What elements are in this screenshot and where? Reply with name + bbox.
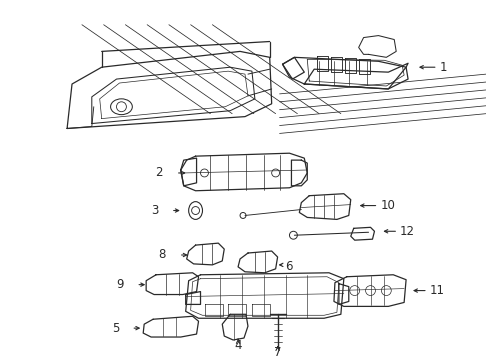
Text: 1: 1 — [439, 61, 447, 74]
Text: 6: 6 — [285, 260, 292, 273]
Text: 9: 9 — [116, 278, 123, 291]
Text: 10: 10 — [380, 199, 394, 212]
Text: 2: 2 — [155, 166, 163, 180]
Text: 11: 11 — [429, 284, 444, 297]
Text: 3: 3 — [151, 204, 159, 217]
Text: 5: 5 — [112, 321, 119, 335]
Text: 8: 8 — [158, 248, 165, 261]
Text: 12: 12 — [399, 225, 414, 238]
Text: 7: 7 — [273, 346, 281, 359]
Text: 4: 4 — [234, 339, 242, 352]
